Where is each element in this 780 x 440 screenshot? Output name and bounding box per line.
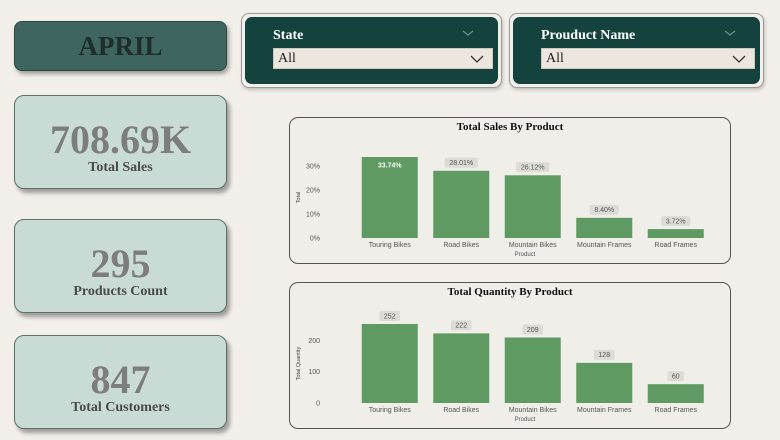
data-label: 128 [598, 352, 610, 359]
kpi-value: 295 [90, 241, 151, 286]
y-tick-label: 0 [316, 401, 320, 408]
month-title: APRIL [78, 30, 163, 61]
sales-bar-chart: 0% 10% 20% 30% Total 33.74% Touring Bikes 28.01… [296, 157, 704, 258]
data-label-bg [373, 160, 407, 170]
data-label: 222 [455, 323, 467, 330]
x-tick-label: Road Bikes [443, 242, 479, 249]
bar[interactable] [576, 362, 633, 403]
chart-title: Total Sales By Product [456, 121, 564, 133]
data-label-bg [667, 371, 684, 382]
kpi-total-sales: 708.69K Total Sales [14, 95, 227, 189]
kpi-label: Total Customers [71, 400, 170, 415]
bar[interactable] [433, 170, 490, 238]
bar[interactable] [647, 384, 704, 403]
y-tick-label: 100 [308, 369, 320, 376]
chevron-down-icon[interactable] [724, 28, 736, 38]
state-slicer-title: State [273, 28, 304, 43]
y-tick-label: 10% [306, 211, 320, 218]
kpi-total-customers: 847 Total Customers [14, 335, 227, 429]
x-tick-label: Road Frames [655, 242, 698, 249]
x-tick-label: Mountain Bikes [509, 407, 557, 414]
product-slicer-panel: Prouduct Name All [513, 17, 760, 84]
kpi-label: Products Count [73, 284, 168, 299]
chevron-down-icon[interactable] [732, 54, 746, 64]
kpi-label: Total Sales [88, 160, 153, 175]
y-axis-title: Total Quantity [296, 346, 302, 380]
data-label-bg [522, 324, 544, 335]
data-label-bg [593, 349, 615, 360]
bar[interactable] [433, 333, 490, 403]
data-label: 252 [384, 313, 396, 320]
x-tick-label: Mountain Frames [577, 407, 632, 414]
bar[interactable] [504, 175, 561, 238]
product-slicer[interactable]: Prouduct Name All [509, 13, 764, 88]
data-label-bg [444, 157, 478, 168]
state-dropdown-value: All [278, 50, 296, 66]
x-tick-label: Touring Bikes [369, 407, 412, 414]
bar[interactable] [504, 337, 561, 403]
data-label: 28.01% [449, 160, 473, 167]
data-label: 33.74% [378, 162, 403, 169]
state-slicer-panel: State All [245, 17, 498, 84]
product-dropdown-value: All [546, 50, 564, 66]
x-axis-title: Product [515, 417, 536, 423]
x-tick-label: Touring Bikes [369, 242, 412, 249]
state-dropdown[interactable]: All [273, 48, 493, 69]
data-label-bg [379, 311, 401, 321]
data-label-bg [661, 216, 691, 227]
data-label: 26.12% [521, 165, 545, 172]
kpi-value: 847 [90, 357, 151, 402]
y-tick-label: 30% [306, 163, 320, 170]
data-label-bg [450, 320, 472, 331]
data-label: 8.40% [594, 207, 614, 214]
y-axis-title: Total [296, 192, 302, 204]
x-axis-title: Product [515, 252, 536, 258]
sales-chart-card: Total Sales By Product 0% 10% 20% 30% Total 3… [289, 117, 731, 264]
y-tick-label: 20% [306, 187, 320, 194]
state-slicer[interactable]: State All [241, 13, 502, 88]
x-tick-label: Mountain Bikes [509, 242, 557, 249]
bar[interactable] [647, 229, 704, 238]
month-card: APRIL [14, 21, 227, 71]
chevron-down-icon[interactable] [462, 28, 474, 38]
x-tick-label: Mountain Frames [577, 242, 632, 249]
kpi-value: 708.69K [49, 117, 192, 162]
product-slicer-title: Prouduct Name [541, 28, 636, 43]
data-label: 3.72% [666, 218, 686, 225]
data-label: 60 [672, 373, 680, 380]
bar[interactable] [361, 324, 418, 403]
x-tick-label: Road Frames [655, 407, 698, 414]
quantity-chart-card: Total Quantity By Product 0 100 200 Total Q… [289, 282, 731, 429]
chart-title: Total Quantity By Product [447, 286, 573, 298]
x-tick-label: Road Bikes [443, 407, 479, 414]
kpi-products-count: 295 Products Count [14, 219, 227, 313]
data-label-bg [516, 162, 550, 173]
bar[interactable] [576, 217, 633, 238]
y-tick-label: 200 [308, 338, 320, 345]
product-dropdown[interactable]: All [541, 48, 755, 69]
quantity-bar-chart: 0 100 200 Total Quantity 252 Touring Bikes 222… [296, 311, 704, 423]
y-tick-label: 0% [310, 236, 320, 243]
data-label-bg [589, 204, 619, 215]
chevron-down-icon[interactable] [470, 54, 484, 64]
bar[interactable] [361, 157, 418, 238]
data-label: 209 [527, 327, 539, 334]
